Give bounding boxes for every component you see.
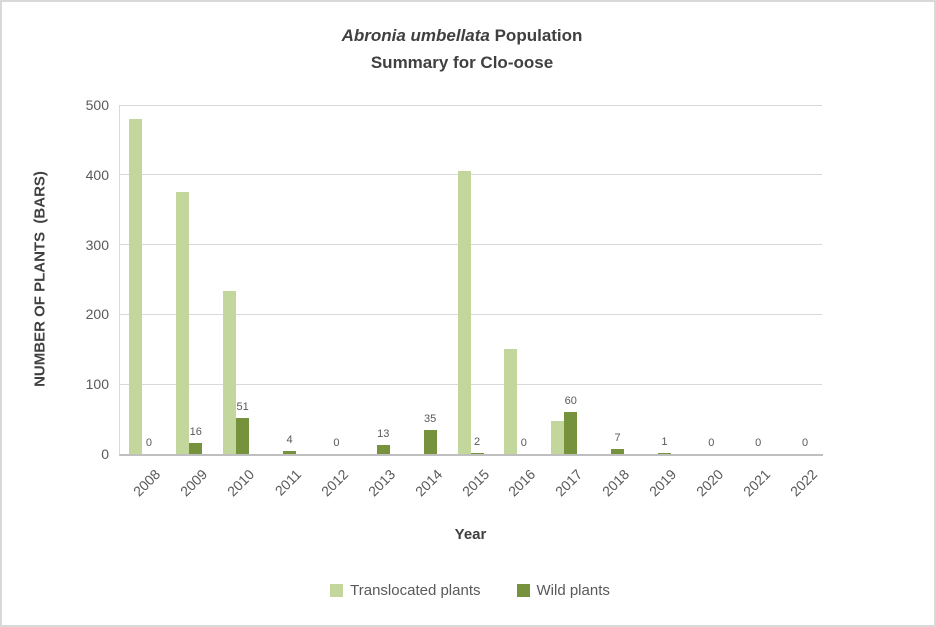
x-tick-label: 2017	[552, 466, 586, 500]
wild-value-label: 16	[189, 425, 202, 438]
x-tick-label: 2014	[411, 466, 445, 500]
wild-value-label: 0	[708, 437, 715, 449]
wild-value-label: 7	[614, 432, 621, 445]
wild-value-label: 1	[661, 436, 668, 449]
wild-value-label: 0	[802, 437, 809, 449]
bar-wild	[470, 452, 484, 454]
wild-value-label: 4	[286, 434, 293, 447]
x-tick-label: 2012	[317, 466, 352, 500]
bar-translocated	[176, 192, 190, 454]
x-tick-label: 2018	[599, 466, 633, 500]
x-tick-label: 2008	[130, 466, 164, 500]
wild-value-label: 35	[424, 412, 437, 425]
legend-item-wild: Wild plants	[516, 582, 610, 599]
plot-area	[119, 105, 823, 456]
x-axis-title: Year	[454, 526, 487, 543]
x-tick-label: 2021	[739, 466, 774, 500]
bar-wild	[283, 451, 297, 454]
gridline	[119, 244, 822, 246]
x-tick-label: 2013	[364, 466, 399, 500]
x-tick-label: 2009	[177, 466, 211, 500]
wild-value-label: 51	[236, 401, 249, 414]
wild-value-label: 0	[145, 437, 152, 449]
chart-title-species: Abronia umbellata	[341, 26, 490, 45]
bar-translocated	[129, 118, 143, 454]
wild-value-label: 2	[473, 435, 481, 448]
x-tick-label: 2016	[505, 466, 539, 500]
wild-value-label: 0	[333, 437, 340, 449]
bar-translocated	[551, 421, 565, 454]
chart-title: Abronia umbellata Population Summary for…	[2, 22, 922, 76]
bar-wild	[611, 449, 625, 454]
gridline	[119, 174, 822, 176]
legend-swatch-translocated	[330, 584, 344, 597]
legend: Translocated plants Wild plants	[2, 582, 934, 599]
gridline	[119, 383, 822, 385]
bar-wild	[423, 429, 437, 454]
bar-wild	[376, 444, 390, 454]
y-tick-label: 0	[101, 446, 109, 462]
wild-value-label: 0	[520, 437, 527, 449]
bar-translocated	[223, 291, 237, 454]
y-tick-label: 200	[85, 306, 109, 323]
bar-wild	[189, 442, 203, 454]
bar-translocated	[504, 349, 518, 454]
y-axis-title: NUMBER OF PLANTS (BARS)	[31, 171, 49, 387]
wild-value-label: 60	[564, 395, 577, 408]
wild-value-label: 13	[377, 427, 390, 440]
x-tick-label: 2010	[224, 466, 258, 500]
legend-label: Translocated plants	[350, 582, 481, 599]
chart-title-line1-rest: Population	[489, 26, 583, 45]
x-tick-label: 2011	[271, 466, 305, 499]
gridline	[119, 313, 822, 315]
y-tick-label: 500	[85, 97, 109, 113]
x-tick-label: 2015	[458, 466, 492, 500]
legend-label: Wild plants	[536, 582, 610, 599]
y-tick-label: 300	[85, 236, 109, 253]
chart-title-line2: Summary for Clo-oose	[370, 53, 554, 72]
chart-title-line1: Abronia umbellata Population	[2, 22, 922, 49]
x-tick-label: 2019	[645, 466, 680, 500]
wild-value-label: 0	[755, 437, 762, 449]
bar-wild	[657, 453, 671, 454]
legend-item-translocated: Translocated plants	[330, 582, 481, 599]
x-tick-label: 2022	[786, 466, 820, 500]
y-tick-label: 400	[85, 166, 109, 183]
x-tick-label: 2020	[692, 466, 727, 500]
gridline	[119, 104, 822, 106]
bar-translocated	[457, 171, 471, 454]
legend-swatch-wild	[516, 584, 530, 597]
bar-wild	[564, 412, 578, 454]
y-tick-label: 100	[85, 376, 109, 393]
bar-wild	[236, 418, 250, 454]
